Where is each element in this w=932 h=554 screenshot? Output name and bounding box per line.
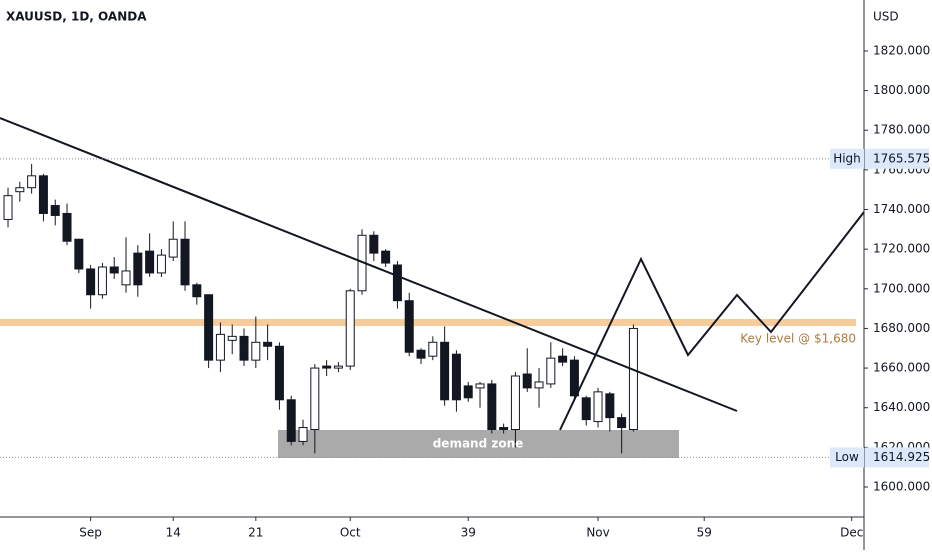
candle-body — [534, 381, 544, 389]
y-tick-label: 1700.000 — [873, 281, 930, 295]
candle-body — [510, 375, 520, 431]
x-tick-label: 14 — [166, 526, 181, 540]
currency-label: USD — [873, 10, 899, 24]
candle-body — [62, 212, 72, 242]
candle-body — [404, 300, 414, 353]
candle-body — [569, 359, 579, 397]
low-label: Low — [835, 450, 859, 464]
candle-body — [15, 187, 25, 193]
trend-line — [0, 117, 738, 412]
candle-body — [428, 341, 438, 357]
candle-body — [145, 250, 155, 274]
candle-body — [475, 383, 485, 389]
candle-body — [345, 290, 355, 367]
candle-body — [593, 391, 603, 423]
candles — [3, 163, 638, 454]
candle-body — [333, 365, 343, 369]
high-value: 1765.575 — [873, 151, 930, 165]
candle-body — [97, 266, 107, 296]
y-tick-label: 1680.000 — [873, 321, 930, 335]
y-tick-label: 1740.000 — [873, 202, 930, 216]
y-tick-label: 1640.000 — [873, 400, 930, 414]
candle-body — [263, 341, 273, 347]
candle-body — [286, 399, 296, 442]
candle-body — [440, 341, 450, 401]
candle-body — [180, 238, 190, 286]
candle-body — [322, 365, 332, 369]
low-label-box — [830, 447, 864, 468]
candle-body — [546, 357, 556, 385]
y-tick-label: 1800.000 — [873, 83, 930, 97]
high-label: High — [833, 151, 861, 165]
x-tick-label: 59 — [697, 526, 712, 540]
y-tick-label: 1820.000 — [873, 43, 930, 57]
y-tick-label: 1660.000 — [873, 361, 930, 375]
demand-zone — [278, 430, 679, 458]
candle-body — [581, 397, 591, 421]
candle-body — [3, 195, 13, 220]
y-tick-label: 1720.000 — [873, 242, 930, 256]
candle-body — [392, 264, 402, 302]
candle-body — [451, 353, 461, 401]
y-tick-label: 1780.000 — [873, 123, 930, 137]
symbol-title: XAUUSD, 1D, OANDA — [6, 10, 147, 24]
x-tick-label: 39 — [461, 526, 476, 540]
candle-body — [50, 205, 60, 216]
candle-body — [298, 427, 308, 442]
candle-body — [558, 355, 568, 363]
x-tick-label: Oct — [340, 526, 361, 540]
candle-body — [109, 266, 119, 274]
projection-path — [559, 211, 865, 431]
x-tick-label: Nov — [586, 526, 609, 540]
y-tick-label: 1600.000 — [873, 479, 930, 493]
candle-body — [487, 383, 497, 431]
candle-body — [310, 367, 320, 431]
candle-body — [156, 254, 166, 274]
candle-body — [133, 252, 143, 286]
candle-body — [121, 270, 131, 286]
high-label-box — [830, 148, 864, 169]
candle-body — [74, 238, 84, 270]
low-value: 1614.925 — [873, 450, 930, 464]
candle-body — [416, 349, 426, 359]
candle-body — [27, 175, 37, 189]
x-tick-label: Sep — [79, 526, 102, 540]
candle-body — [463, 385, 473, 399]
candle-body — [192, 284, 202, 298]
candle-body — [251, 341, 261, 361]
candle-body — [86, 268, 96, 296]
candle-body — [605, 393, 615, 419]
candle-body — [381, 250, 391, 264]
candle-body — [617, 417, 627, 429]
candle-body — [215, 333, 225, 361]
demand-zone-label: demand zone — [433, 437, 524, 451]
candle-body — [227, 335, 237, 341]
candle-body — [628, 327, 638, 431]
low-value-box — [865, 447, 929, 468]
candle-body — [38, 175, 48, 214]
candle-body — [499, 427, 509, 431]
candle-body — [369, 234, 379, 254]
candle-body — [204, 294, 214, 361]
key-level-band — [0, 319, 856, 326]
key-level-label: Key level @ $1,680 — [740, 332, 856, 346]
x-tick-label: 21 — [248, 526, 263, 540]
candle-body — [274, 345, 284, 401]
candle-body — [168, 238, 178, 258]
candle-body — [522, 373, 532, 389]
candle-body — [239, 335, 249, 361]
high-value-box — [865, 148, 929, 169]
x-tick-label: Dec — [840, 526, 863, 540]
